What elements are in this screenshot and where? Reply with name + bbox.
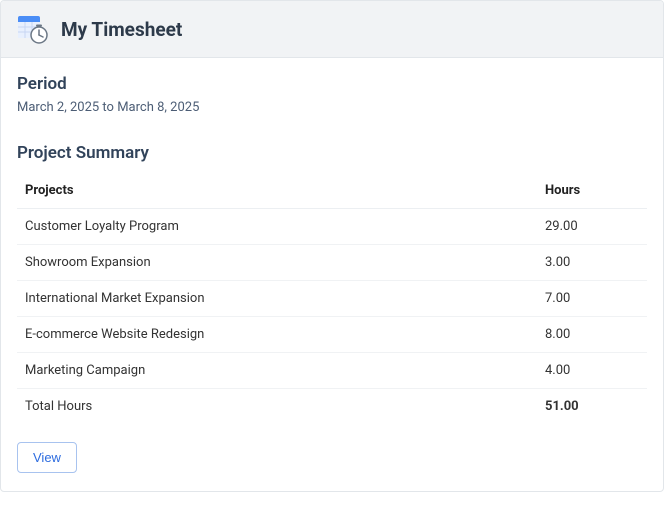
card-title: My Timesheet	[61, 18, 182, 41]
card-header: My Timesheet	[1, 1, 663, 58]
table-row: Marketing Campaign 4.00	[17, 353, 647, 389]
summary-table: Projects Hours Customer Loyalty Program …	[17, 173, 647, 424]
table-row: E-commerce Website Redesign 8.00	[17, 317, 647, 353]
table-row: Showroom Expansion 3.00	[17, 245, 647, 281]
view-button[interactable]: View	[17, 442, 77, 473]
project-hours: 4.00	[537, 353, 647, 389]
col-header-projects: Projects	[17, 173, 537, 209]
period-label: Period	[17, 74, 647, 94]
project-hours: 3.00	[537, 245, 647, 281]
col-header-hours: Hours	[537, 173, 647, 209]
table-row: International Market Expansion 7.00	[17, 281, 647, 317]
total-row: Total Hours 51.00	[17, 389, 647, 425]
project-name: Customer Loyalty Program	[17, 209, 537, 245]
total-label: Total Hours	[17, 389, 537, 425]
project-name: E-commerce Website Redesign	[17, 317, 537, 353]
card-body: Period March 2, 2025 to March 8, 2025 Pr…	[1, 58, 663, 491]
timesheet-clock-icon	[17, 13, 49, 45]
table-row: Customer Loyalty Program 29.00	[17, 209, 647, 245]
project-hours: 7.00	[537, 281, 647, 317]
summary-header-row: Projects Hours	[17, 173, 647, 209]
project-name: Marketing Campaign	[17, 353, 537, 389]
summary-label: Project Summary	[17, 143, 647, 163]
timesheet-card: My Timesheet Period March 2, 2025 to Mar…	[0, 0, 664, 492]
project-hours: 29.00	[537, 209, 647, 245]
project-name: International Market Expansion	[17, 281, 537, 317]
total-hours: 51.00	[537, 389, 647, 425]
project-hours: 8.00	[537, 317, 647, 353]
project-name: Showroom Expansion	[17, 245, 537, 281]
period-value: March 2, 2025 to March 8, 2025	[17, 100, 647, 115]
